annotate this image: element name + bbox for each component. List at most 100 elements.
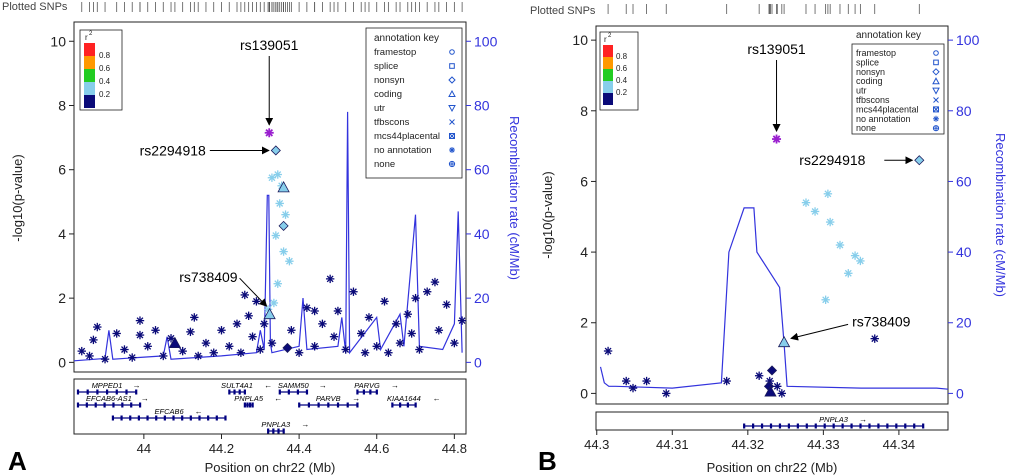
snp-point-stroke — [629, 384, 637, 392]
snp-point-stroke — [604, 347, 612, 355]
triangle-up-icon — [448, 89, 456, 97]
snp-point-triangle — [277, 181, 290, 193]
snp-point — [391, 319, 401, 329]
snp-point-stroke — [159, 352, 167, 360]
gene-exon — [121, 402, 124, 408]
snp-point-stroke — [802, 199, 810, 207]
plot-area-frame — [595, 25, 949, 405]
gene-exon — [814, 423, 817, 429]
annotation-key-title: annotation key — [856, 30, 921, 41]
callout-label: rs738409 — [852, 313, 911, 329]
snp-point-triangle — [764, 385, 777, 397]
snp-point — [178, 346, 187, 356]
snp-point-diamond — [914, 155, 925, 166]
snp-point-stroke — [152, 326, 159, 334]
snp-point — [325, 274, 335, 284]
snp-point-diamond — [278, 220, 289, 231]
gene-label: EFCAB6 — [154, 407, 184, 416]
annotation-key: annotation key framestopsplicenonsyncodi… — [851, 30, 945, 135]
snp-point-stroke — [249, 333, 256, 341]
gene-exon — [130, 402, 133, 408]
gene-exon — [246, 402, 249, 408]
snp-point-high-ld — [275, 199, 284, 208]
snp-point-stroke — [225, 342, 233, 350]
annotation-key-label: tfbscons — [856, 95, 890, 105]
r2-swatch-green — [603, 69, 613, 81]
gene-exon — [805, 423, 808, 429]
snp-point — [773, 382, 782, 391]
gene-exon — [904, 423, 907, 429]
snp-point-stroke — [287, 326, 295, 334]
annotation-key-label: framestop — [374, 47, 416, 58]
snp-point-stroke — [89, 336, 97, 344]
gene-exon — [832, 423, 835, 429]
snp-point — [372, 342, 381, 351]
gene-exon — [375, 389, 378, 395]
x-tick-label: 44.8 — [442, 441, 467, 456]
x-axis-label: Position on chr22 (Mb) — [707, 460, 838, 475]
gene-exon — [138, 402, 142, 408]
snp-point-stroke — [274, 280, 282, 288]
y2-tick-label: 0 — [474, 354, 482, 370]
y2-tick-label: 100 — [474, 33, 498, 49]
annotation-key-label: none — [374, 159, 395, 170]
snp-point-stroke — [412, 294, 419, 302]
x-tick-label: 44.2 — [209, 441, 234, 456]
gene-label: MPPED1 — [92, 381, 123, 390]
snp-point — [422, 287, 432, 296]
gene-track-frame — [73, 378, 467, 435]
gene-exon — [305, 389, 309, 395]
y-tick-label: 8 — [580, 103, 588, 119]
gene-label: PARVG — [354, 381, 380, 390]
snp-point-stroke — [241, 291, 249, 299]
snp-point-stroke — [662, 389, 670, 397]
snp-point-stroke — [276, 199, 284, 207]
gene-exon — [96, 389, 99, 395]
icon-shape — [449, 63, 455, 69]
x-icon — [449, 119, 455, 125]
callout-label: rs139051 — [747, 41, 806, 57]
snp-point-high-ld — [279, 247, 288, 256]
snp-point — [407, 329, 416, 338]
snp-point-stroke — [423, 288, 431, 296]
snp-point — [217, 326, 226, 335]
gene-exon — [414, 402, 417, 408]
snp-point — [722, 376, 731, 386]
gene-direction: → — [391, 381, 399, 390]
snp-point — [360, 348, 370, 357]
x-tick-label: 44.34 — [883, 437, 916, 452]
icon-shape — [448, 89, 456, 97]
r2-swatch-lightblue — [84, 82, 95, 95]
snp-point-stroke — [245, 312, 253, 320]
snp-point-stroke — [856, 257, 864, 265]
gene-exon — [317, 402, 320, 408]
snp-point — [318, 319, 327, 329]
callout-label: rs2294918 — [140, 142, 206, 158]
gene-direction: ← — [195, 407, 203, 416]
gene-exon — [752, 423, 755, 429]
gene-exon — [146, 415, 149, 421]
snp-points: rs139051 rs2294918 rs738409 — [603, 41, 925, 398]
gene-exon — [272, 428, 275, 434]
y-tick-label: 0 — [58, 354, 66, 370]
gene-exon — [224, 415, 227, 421]
callout-label: rs139051 — [240, 37, 299, 53]
snp-point-stroke — [256, 346, 264, 353]
y2-axis-label: Recombination rate (cM/Mb) — [507, 116, 522, 280]
gene: PNPLA5 ← — [234, 394, 282, 408]
snp-point — [244, 311, 253, 321]
snp-point-diamond — [282, 342, 293, 353]
snp-point-high-ld — [801, 198, 811, 207]
triangle-down-icon — [932, 87, 940, 95]
y2-tick-label: 20 — [956, 315, 972, 331]
diamond-icon — [932, 68, 940, 76]
gene-exon — [743, 423, 746, 429]
gene-exon — [327, 402, 330, 408]
r2-tick: 0.6 — [616, 64, 628, 73]
snp-point-stroke — [643, 377, 651, 385]
gene-exon — [251, 402, 254, 408]
icon-shape — [449, 147, 455, 153]
snp-point-stroke — [365, 313, 373, 321]
gene-exon — [112, 402, 115, 408]
